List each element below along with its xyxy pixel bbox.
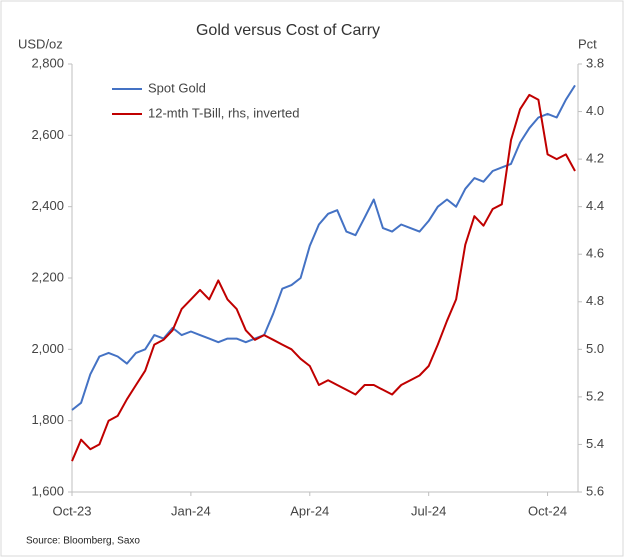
y-axis-label: USD/oz <box>18 36 63 51</box>
y-tick-label: 1,600 <box>31 483 64 498</box>
x-tick-label: Oct-24 <box>528 503 567 518</box>
y-tick-label: 1,800 <box>31 412 64 427</box>
y-tick-label: 2,400 <box>31 198 64 213</box>
source: Source: Bloomberg, Saxo <box>26 536 140 547</box>
y2-tick-label: 4.4 <box>586 198 604 213</box>
x-tick-label: Apr-24 <box>290 503 329 518</box>
y-tick-label: 2,200 <box>31 269 64 284</box>
y2-tick-label: 4.8 <box>586 293 604 308</box>
x-tick-label: Jul-24 <box>411 503 446 518</box>
y2-tick-label: 5.2 <box>586 388 604 403</box>
x-tick-label: Jan-24 <box>171 503 211 518</box>
y2-tick-label: 4.6 <box>586 246 604 261</box>
y-tick-label: 2,800 <box>31 55 64 70</box>
y-tick-label: 2,000 <box>31 341 64 356</box>
y2-tick-label: 4.2 <box>586 151 604 166</box>
legend-label: Spot Gold <box>148 80 206 95</box>
y2-tick-label: 3.8 <box>586 55 604 70</box>
chart-title: Gold versus Cost of Carry <box>196 22 380 39</box>
y2-tick-label: 5.4 <box>586 436 604 451</box>
y2-tick-label: 4.0 <box>586 103 604 118</box>
y2-axis-label: Pct <box>578 36 597 51</box>
x-tick-label: Oct-23 <box>52 503 91 518</box>
series-line <box>71 84 576 411</box>
y-tick-label: 2,600 <box>31 127 64 142</box>
legend-label: 12-mth T-Bill, rhs, inverted <box>148 105 299 120</box>
series-line <box>71 93 576 462</box>
y2-tick-label: 5.0 <box>586 341 604 356</box>
y2-tick-label: 5.6 <box>586 483 604 498</box>
